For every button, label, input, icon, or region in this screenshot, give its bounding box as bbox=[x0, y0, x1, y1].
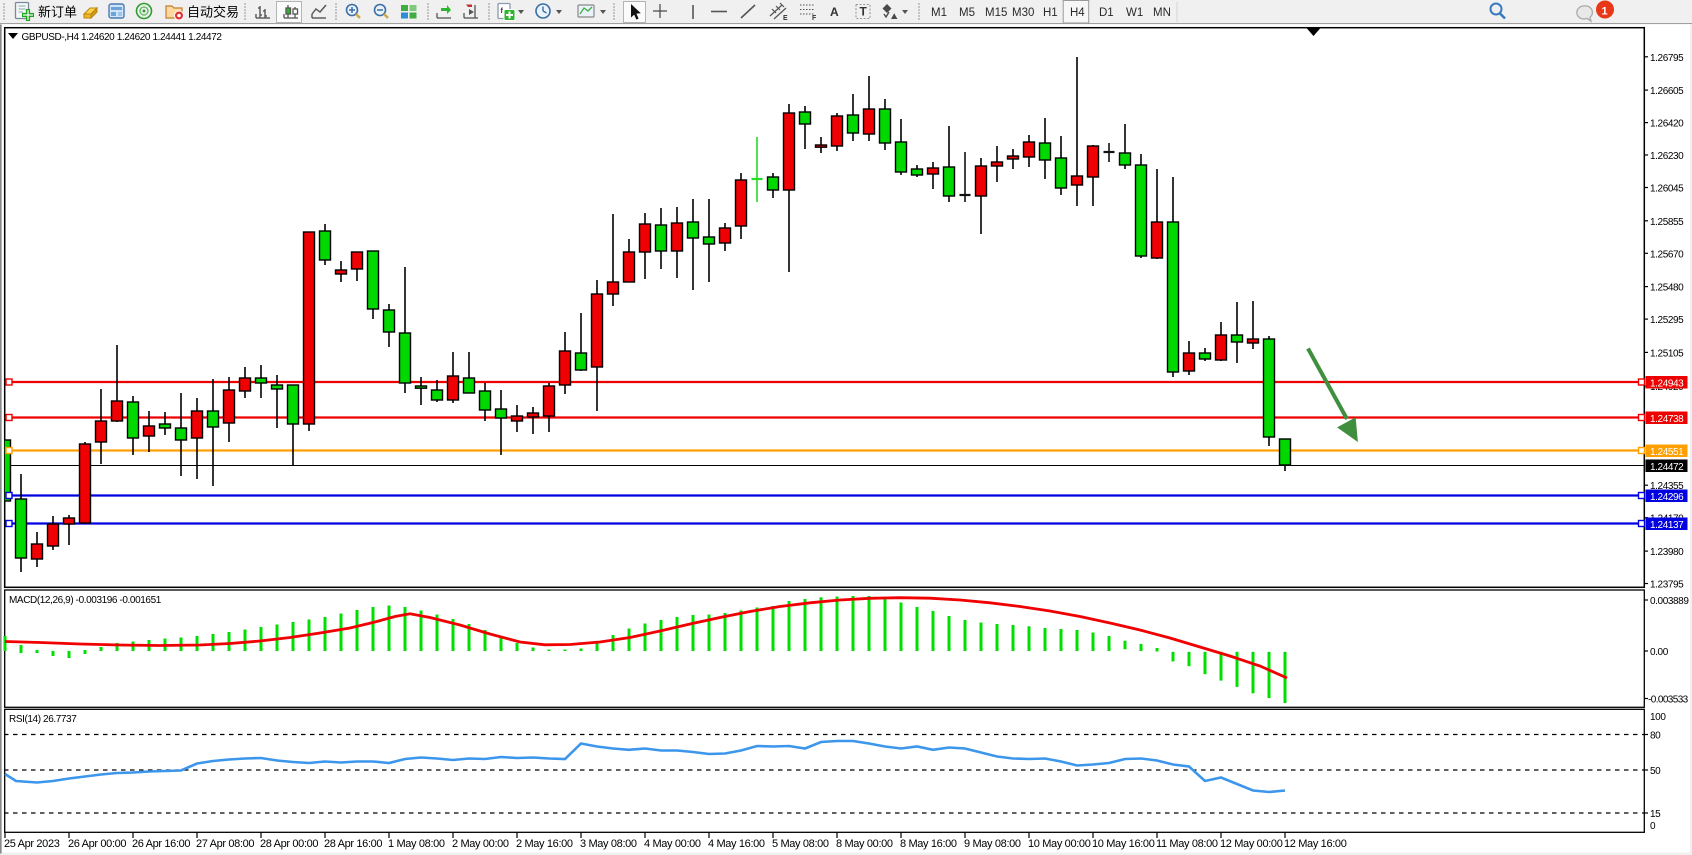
svg-text:f: f bbox=[501, 8, 504, 15]
svg-text:0: 0 bbox=[1650, 821, 1656, 832]
svg-text:8 May 16:00: 8 May 16:00 bbox=[900, 838, 957, 850]
svg-text:28 Apr 16:00: 28 Apr 16:00 bbox=[324, 838, 382, 850]
svg-text:H1: H1 bbox=[1043, 7, 1058, 19]
svg-text:1.24943: 1.24943 bbox=[1650, 379, 1684, 390]
svg-text:5 May 08:00: 5 May 08:00 bbox=[772, 838, 829, 850]
svg-text:1.26230: 1.26230 bbox=[1650, 151, 1684, 162]
svg-text:100: 100 bbox=[1650, 712, 1666, 723]
svg-text:1.24296: 1.24296 bbox=[1650, 492, 1684, 503]
svg-text:1.25295: 1.25295 bbox=[1650, 315, 1684, 326]
svg-text:11 May 08:00: 11 May 08:00 bbox=[1156, 838, 1218, 850]
svg-text:0.00: 0.00 bbox=[1650, 647, 1669, 658]
svg-text:3 May 08:00: 3 May 08:00 bbox=[580, 838, 637, 850]
svg-text:0.003889: 0.003889 bbox=[1650, 596, 1689, 607]
svg-text:26 Apr 16:00: 26 Apr 16:00 bbox=[132, 838, 190, 850]
svg-text:10 May 00:00: 10 May 00:00 bbox=[1028, 838, 1091, 850]
svg-text:1.26605: 1.26605 bbox=[1650, 86, 1684, 97]
svg-text:12 May 16:00: 12 May 16:00 bbox=[1284, 838, 1347, 850]
svg-text:27 Apr 08:00: 27 Apr 08:00 bbox=[196, 838, 254, 850]
svg-text:M5: M5 bbox=[959, 7, 975, 19]
svg-text:80: 80 bbox=[1650, 731, 1661, 742]
svg-text:M15: M15 bbox=[985, 7, 1007, 19]
svg-text:T: T bbox=[860, 5, 868, 19]
svg-text:1: 1 bbox=[1602, 6, 1608, 18]
svg-text:自动交易: 自动交易 bbox=[187, 5, 239, 20]
svg-text:1.24551: 1.24551 bbox=[1650, 447, 1684, 458]
svg-text:1.24738: 1.24738 bbox=[1650, 414, 1684, 425]
svg-text:1.23795: 1.23795 bbox=[1650, 580, 1684, 591]
svg-text:M30: M30 bbox=[1012, 7, 1034, 19]
svg-text:1.26795: 1.26795 bbox=[1650, 53, 1684, 64]
svg-text:2 May 16:00: 2 May 16:00 bbox=[516, 838, 573, 850]
svg-text:1.24472: 1.24472 bbox=[1650, 462, 1684, 473]
svg-text:8 May 00:00: 8 May 00:00 bbox=[836, 838, 893, 850]
svg-text:9 May 08:00: 9 May 08:00 bbox=[964, 838, 1021, 850]
svg-text:28 Apr 00:00: 28 Apr 00:00 bbox=[260, 838, 318, 850]
svg-text:D1: D1 bbox=[1099, 7, 1114, 19]
svg-text:E: E bbox=[783, 15, 788, 22]
svg-text:1.25480: 1.25480 bbox=[1650, 283, 1684, 294]
svg-text:25 Apr 2023: 25 Apr 2023 bbox=[4, 838, 60, 850]
svg-text:F: F bbox=[812, 15, 817, 22]
svg-text:1.26420: 1.26420 bbox=[1650, 119, 1684, 130]
svg-text:1.23980: 1.23980 bbox=[1650, 547, 1684, 558]
svg-text:2 May 00:00: 2 May 00:00 bbox=[452, 838, 509, 850]
svg-text:15: 15 bbox=[1650, 809, 1661, 820]
svg-text:4 May 16:00: 4 May 16:00 bbox=[708, 838, 765, 850]
svg-text:1.26045: 1.26045 bbox=[1650, 184, 1684, 195]
svg-text:1.24355: 1.24355 bbox=[1650, 481, 1684, 492]
svg-text:1 May 08:00: 1 May 08:00 bbox=[388, 838, 445, 850]
svg-text:10 May 16:00: 10 May 16:00 bbox=[1092, 838, 1155, 850]
svg-text:1.25670: 1.25670 bbox=[1650, 249, 1684, 260]
svg-text:-0.003533: -0.003533 bbox=[1648, 695, 1689, 706]
svg-text:26 Apr 00:00: 26 Apr 00:00 bbox=[68, 838, 126, 850]
svg-text:12 May 00:00: 12 May 00:00 bbox=[1220, 838, 1283, 850]
svg-text:W1: W1 bbox=[1126, 7, 1143, 19]
svg-text:GBPUSD-,H4 1.24620 1.24620 1.: GBPUSD-,H4 1.24620 1.24620 1.24441 1.244… bbox=[22, 32, 223, 43]
svg-text:4 May 00:00: 4 May 00:00 bbox=[644, 838, 701, 850]
svg-text:A: A bbox=[830, 5, 839, 19]
svg-text:新订单: 新订单 bbox=[38, 5, 77, 20]
svg-text:50: 50 bbox=[1650, 766, 1661, 777]
svg-text:H4: H4 bbox=[1070, 7, 1085, 19]
svg-text:1.25105: 1.25105 bbox=[1650, 348, 1684, 359]
svg-text:RSI(14) 26.7737: RSI(14) 26.7737 bbox=[9, 714, 77, 725]
svg-text:MACD(12,26,9) -0.003196 -0.001: MACD(12,26,9) -0.003196 -0.001651 bbox=[9, 595, 162, 606]
svg-text:M1: M1 bbox=[931, 7, 947, 19]
svg-text:1.24137: 1.24137 bbox=[1650, 520, 1684, 531]
svg-text:MN: MN bbox=[1153, 7, 1171, 19]
svg-text:1.25855: 1.25855 bbox=[1650, 217, 1684, 228]
